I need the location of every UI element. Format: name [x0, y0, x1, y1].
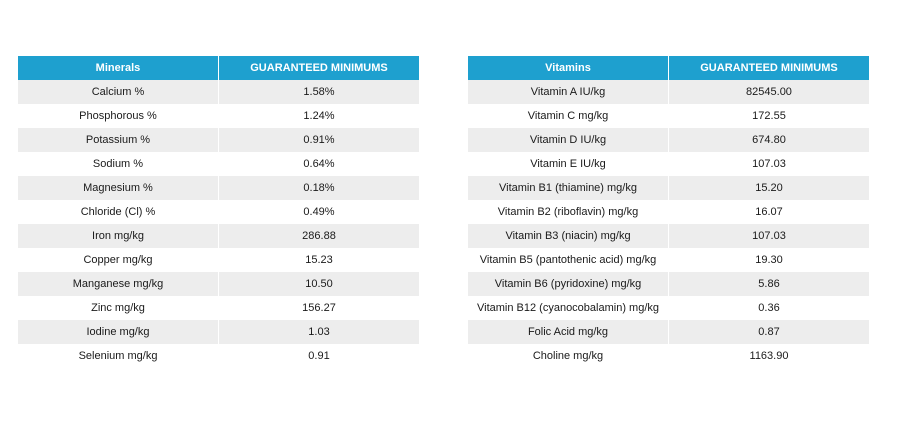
minerals-header-row: Minerals GUARANTEED MINIMUMS	[18, 56, 419, 80]
mineral-name: Zinc mg/kg	[18, 296, 219, 320]
table-row: Iodine mg/kg 1.03	[18, 320, 419, 344]
table-row: Vitamin C mg/kg 172.55	[468, 104, 869, 128]
minerals-header-name: Minerals	[18, 56, 219, 80]
table-row: Zinc mg/kg 156.27	[18, 296, 419, 320]
vitamin-value: 82545.00	[668, 80, 869, 104]
table-row: Vitamin B5 (pantothenic acid) mg/kg 19.3…	[468, 248, 869, 272]
table-row: Folic Acid mg/kg 0.87	[468, 320, 869, 344]
table-row: Selenium mg/kg 0.91	[18, 344, 419, 368]
table-row: Vitamin D IU/kg 674.80	[468, 128, 869, 152]
table-row: Chloride (Cl) % 0.49%	[18, 200, 419, 224]
vitamin-name: Vitamin E IU/kg	[468, 152, 669, 176]
mineral-name: Chloride (Cl) %	[18, 200, 219, 224]
table-row: Vitamin B1 (thiamine) mg/kg 15.20	[468, 176, 869, 200]
table-row: Manganese mg/kg 10.50	[18, 272, 419, 296]
mineral-name: Magnesium %	[18, 176, 219, 200]
mineral-value: 1.58%	[218, 80, 419, 104]
vitamin-value: 674.80	[668, 128, 869, 152]
vitamin-name: Vitamin B1 (thiamine) mg/kg	[468, 176, 669, 200]
vitamin-name: Vitamin B3 (niacin) mg/kg	[468, 224, 669, 248]
vitamin-name: Vitamin B5 (pantothenic acid) mg/kg	[468, 248, 669, 272]
table-row: Magnesium % 0.18%	[18, 176, 419, 200]
mineral-value: 286.88	[218, 224, 419, 248]
table-row: Iron mg/kg 286.88	[18, 224, 419, 248]
table-row: Calcium % 1.58%	[18, 80, 419, 104]
vitamin-name: Vitamin B6 (pyridoxine) mg/kg	[468, 272, 669, 296]
table-row: Sodium % 0.64%	[18, 152, 419, 176]
vitamin-name: Vitamin C mg/kg	[468, 104, 669, 128]
mineral-value: 10.50	[218, 272, 419, 296]
vitamin-name: Vitamin B2 (riboflavin) mg/kg	[468, 200, 669, 224]
table-row: Vitamin E IU/kg 107.03	[468, 152, 869, 176]
minerals-header-value: GUARANTEED MINIMUMS	[218, 56, 419, 80]
mineral-value: 0.91%	[218, 128, 419, 152]
mineral-value: 1.03	[218, 320, 419, 344]
mineral-value: 15.23	[218, 248, 419, 272]
vitamin-value: 0.36	[668, 296, 869, 320]
mineral-name: Copper mg/kg	[18, 248, 219, 272]
table-row: Vitamin B2 (riboflavin) mg/kg 16.07	[468, 200, 869, 224]
vitamins-header-value: GUARANTEED MINIMUMS	[668, 56, 869, 80]
vitamin-value: 0.87	[668, 320, 869, 344]
mineral-value: 156.27	[218, 296, 419, 320]
mineral-name: Iron mg/kg	[18, 224, 219, 248]
vitamin-value: 1163.90	[668, 344, 869, 368]
vitamin-value: 15.20	[668, 176, 869, 200]
mineral-value: 1.24%	[218, 104, 419, 128]
table-row: Potassium % 0.91%	[18, 128, 419, 152]
table-row: Vitamin A IU/kg 82545.00	[468, 80, 869, 104]
vitamin-name: Vitamin A IU/kg	[468, 80, 669, 104]
mineral-name: Selenium mg/kg	[18, 344, 219, 368]
vitamins-header-row: Vitamins GUARANTEED MINIMUMS	[468, 56, 869, 80]
table-row: Vitamin B12 (cyanocobalamin) mg/kg 0.36	[468, 296, 869, 320]
mineral-name: Iodine mg/kg	[18, 320, 219, 344]
vitamins-table: Vitamins GUARANTEED MINIMUMS Vitamin A I…	[468, 56, 869, 368]
mineral-value: 0.64%	[218, 152, 419, 176]
mineral-name: Phosphorous %	[18, 104, 219, 128]
mineral-name: Sodium %	[18, 152, 219, 176]
mineral-value: 0.49%	[218, 200, 419, 224]
vitamin-name: Vitamin D IU/kg	[468, 128, 669, 152]
vitamin-value: 107.03	[668, 224, 869, 248]
vitamin-name: Folic Acid mg/kg	[468, 320, 669, 344]
mineral-name: Potassium %	[18, 128, 219, 152]
mineral-value: 0.91	[218, 344, 419, 368]
table-row: Vitamin B6 (pyridoxine) mg/kg 5.86	[468, 272, 869, 296]
mineral-name: Manganese mg/kg	[18, 272, 219, 296]
minerals-table: Minerals GUARANTEED MINIMUMS Calcium % 1…	[18, 56, 419, 368]
vitamin-name: Vitamin B12 (cyanocobalamin) mg/kg	[468, 296, 669, 320]
vitamin-value: 107.03	[668, 152, 869, 176]
table-row: Vitamin B3 (niacin) mg/kg 107.03	[468, 224, 869, 248]
vitamin-name: Choline mg/kg	[468, 344, 669, 368]
table-row: Choline mg/kg 1163.90	[468, 344, 869, 368]
table-row: Phosphorous % 1.24%	[18, 104, 419, 128]
table-row: Copper mg/kg 15.23	[18, 248, 419, 272]
vitamin-value: 16.07	[668, 200, 869, 224]
mineral-name: Calcium %	[18, 80, 219, 104]
vitamin-value: 5.86	[668, 272, 869, 296]
vitamin-value: 19.30	[668, 248, 869, 272]
vitamin-value: 172.55	[668, 104, 869, 128]
mineral-value: 0.18%	[218, 176, 419, 200]
vitamins-header-name: Vitamins	[468, 56, 669, 80]
